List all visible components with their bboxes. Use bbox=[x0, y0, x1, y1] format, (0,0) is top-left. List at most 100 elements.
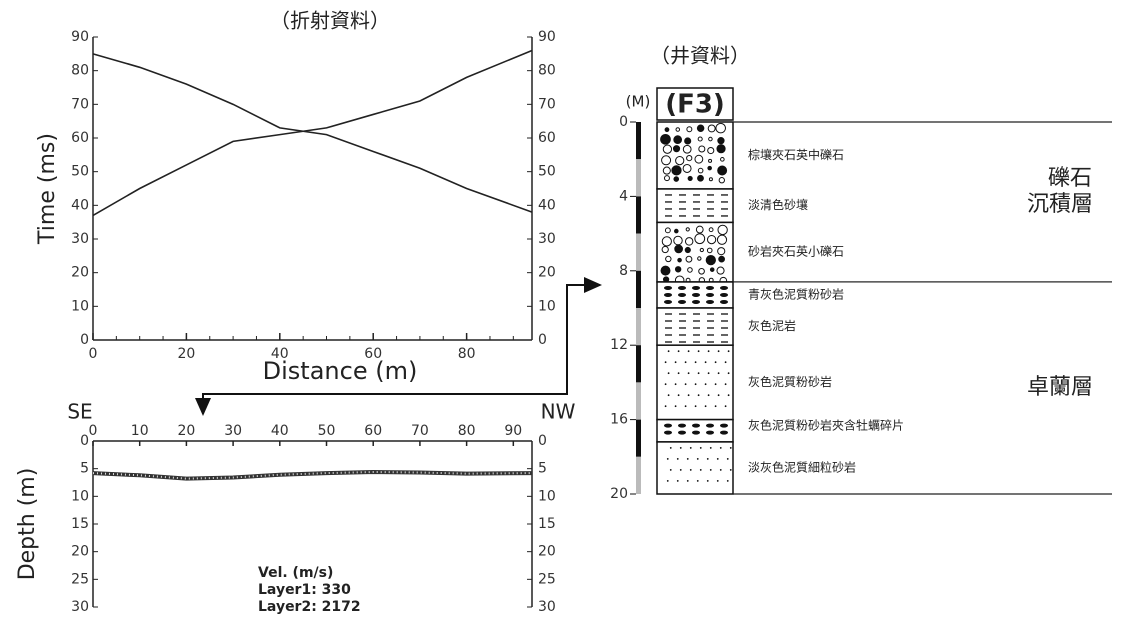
y-tick-label: 20 bbox=[71, 265, 89, 281]
x-tick-label: 80 bbox=[458, 346, 476, 362]
y-tick-label: 0 bbox=[80, 433, 89, 449]
pattern-dot bbox=[678, 372, 680, 374]
layer-description: 灰色泥質粉砂岩 bbox=[748, 374, 832, 389]
annotation: Layer1: 330 bbox=[258, 582, 351, 598]
y-tick-label: 50 bbox=[71, 164, 89, 180]
pattern-gravel bbox=[665, 128, 669, 132]
y2-tick-label: 0 bbox=[538, 433, 547, 449]
pattern-dot bbox=[665, 383, 667, 385]
pattern-dot bbox=[690, 469, 692, 471]
pattern-dot bbox=[720, 469, 722, 471]
formation-name: 卓蘭層 bbox=[1027, 375, 1093, 400]
y-tick-label: 15 bbox=[71, 516, 89, 532]
pattern-dot bbox=[695, 405, 697, 407]
pattern-gravel bbox=[688, 176, 692, 180]
pattern-dot bbox=[668, 350, 670, 352]
pattern-dot bbox=[678, 394, 680, 396]
pattern-gravel bbox=[675, 267, 680, 272]
figure: 0204060800102030405060708090010203040506… bbox=[0, 0, 1123, 623]
scale-bar bbox=[636, 122, 641, 159]
pattern-gravel bbox=[685, 138, 691, 144]
pattern-dot bbox=[730, 447, 732, 449]
pattern-dot bbox=[727, 458, 729, 460]
layer-description: 淡灰色泥質細粒砂岩 bbox=[748, 459, 856, 474]
depth-tick-label: 12 bbox=[610, 337, 628, 353]
pattern-gravel bbox=[718, 138, 724, 144]
pattern-blob bbox=[720, 286, 728, 290]
pattern-dot bbox=[667, 458, 669, 460]
annotation: Layer2: 2172 bbox=[258, 599, 361, 615]
pattern-dot bbox=[665, 405, 667, 407]
pattern-dot bbox=[675, 383, 677, 385]
y-tick-label: 70 bbox=[71, 96, 89, 112]
x-tick-label: 70 bbox=[411, 423, 429, 439]
depth-tick-label: 16 bbox=[610, 412, 628, 428]
formation-name: 礫石 bbox=[1048, 166, 1092, 191]
pattern-dot bbox=[685, 361, 687, 363]
y2-tick-label: 10 bbox=[538, 298, 556, 314]
x-tick-label: 50 bbox=[318, 423, 336, 439]
pattern-dot bbox=[717, 480, 719, 482]
pattern-dot bbox=[718, 394, 720, 396]
x-axis-label: Distance (m) bbox=[263, 357, 418, 385]
scale-bar bbox=[636, 271, 641, 308]
layer-description: 青灰色泥質粉砂岩 bbox=[748, 286, 844, 301]
pattern-blob bbox=[664, 431, 672, 435]
depth-unit: (M) bbox=[626, 93, 651, 111]
left-label: SE bbox=[67, 400, 92, 424]
pattern-dot bbox=[710, 447, 712, 449]
pattern-blob bbox=[678, 293, 686, 297]
pattern-dot bbox=[708, 350, 710, 352]
pattern-dot bbox=[717, 458, 719, 460]
layer-description: 灰色泥質粉砂岩夾含牡蠣碎片 bbox=[748, 417, 904, 432]
layer-description: 淡清色砂壤 bbox=[748, 197, 808, 212]
pattern-dot bbox=[680, 447, 682, 449]
y-tick-label: 10 bbox=[71, 298, 89, 314]
pattern-dot bbox=[688, 372, 690, 374]
y-tick-label: 90 bbox=[71, 29, 89, 45]
well-name: (F3) bbox=[665, 90, 725, 120]
depth-tick-label: 8 bbox=[619, 263, 628, 279]
pattern-gravel bbox=[674, 136, 682, 144]
pattern-dot bbox=[675, 405, 677, 407]
pattern-dot bbox=[707, 480, 709, 482]
scale-bar bbox=[636, 382, 641, 419]
y2-tick-label: 10 bbox=[538, 488, 556, 504]
x-tick-label: 20 bbox=[177, 423, 195, 439]
y-tick-label: 5 bbox=[80, 461, 89, 477]
pattern-blob bbox=[720, 300, 728, 304]
pattern-dot bbox=[698, 350, 700, 352]
pattern-blob bbox=[678, 300, 686, 304]
pattern-blob bbox=[692, 300, 700, 304]
pattern-dot bbox=[668, 394, 670, 396]
x-tick-label: 20 bbox=[177, 346, 195, 362]
pattern-dot bbox=[698, 372, 700, 374]
pattern-blob bbox=[678, 431, 686, 435]
pattern-dot bbox=[688, 350, 690, 352]
y2-tick-label: 50 bbox=[538, 164, 556, 180]
pattern-dot bbox=[680, 469, 682, 471]
y2-tick-label: 15 bbox=[538, 516, 556, 532]
pattern-dot bbox=[715, 361, 717, 363]
pattern-gravel bbox=[661, 266, 670, 275]
x-tick-label: 30 bbox=[224, 423, 242, 439]
pattern-dot bbox=[720, 447, 722, 449]
pattern-dot bbox=[718, 372, 720, 374]
pattern-gravel bbox=[719, 256, 725, 262]
pattern-blob bbox=[706, 300, 714, 304]
pattern-blob bbox=[678, 286, 686, 290]
pattern-gravel bbox=[675, 245, 683, 253]
annotation: Vel. (m/s) bbox=[258, 565, 333, 581]
x-tick-label: 90 bbox=[504, 423, 522, 439]
well-title: （井資料） bbox=[650, 44, 750, 68]
pattern-dot bbox=[727, 480, 729, 482]
pattern-dot bbox=[687, 458, 689, 460]
pattern-dot bbox=[705, 383, 707, 385]
scale-bar bbox=[636, 457, 641, 494]
chart-title: （折射資料） bbox=[270, 9, 390, 33]
pattern-dot bbox=[670, 469, 672, 471]
y-tick-label: 10 bbox=[71, 488, 89, 504]
pattern-dot bbox=[697, 458, 699, 460]
pattern-dot bbox=[687, 480, 689, 482]
well-layer bbox=[657, 122, 733, 189]
